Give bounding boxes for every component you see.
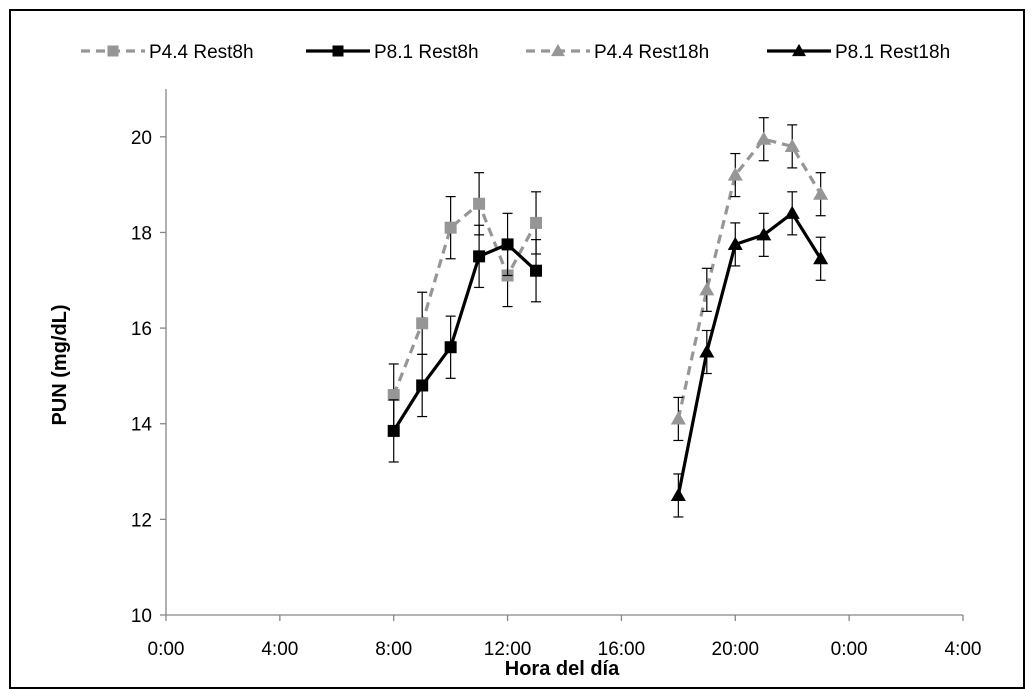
series-line (392, 202, 538, 396)
series-p4-4-rest18h (670, 117, 829, 442)
legend-item: P8.1 Rest18h (767, 42, 950, 63)
data-point (813, 251, 829, 265)
chart-frame (9, 9, 1025, 689)
series-p8-1-rest18h (670, 191, 829, 518)
legend-label: P8.1 Rest18h (835, 42, 950, 63)
data-point (727, 167, 743, 181)
data-point (473, 250, 486, 263)
data-point (727, 236, 743, 250)
series-layer (387, 117, 829, 518)
legend-item: P4.4 Rest8h (81, 42, 254, 63)
series-line (676, 211, 823, 496)
legend-label: P4.4 Rest8h (149, 42, 254, 63)
legend-label: P4.4 Rest18h (594, 42, 709, 63)
x-tick-label: 20:00 (712, 639, 760, 660)
data-point (444, 341, 457, 354)
legend-marker (792, 43, 806, 57)
legend-label: P8.1 Rest8h (374, 42, 479, 63)
y-tick-label: 18 (131, 223, 152, 244)
x-tick-label: 0:00 (148, 639, 185, 660)
data-point (501, 238, 514, 251)
data-point (444, 221, 457, 234)
data-point (813, 186, 829, 200)
data-point (387, 424, 400, 437)
x-axis-title: Hora del día (505, 658, 620, 679)
legend: P4.4 Rest8h P8.1 Rest8h P4.4 Rest18h P8.1 R… (81, 42, 950, 63)
data-point (670, 487, 686, 502)
legend-item: P4.4 Rest18h (526, 42, 709, 63)
data-point (473, 197, 486, 210)
data-point (699, 344, 715, 358)
x-tick-label: 12:00 (484, 639, 532, 660)
data-point (699, 282, 715, 296)
data-point (670, 411, 686, 425)
legend-marker (107, 45, 119, 57)
y-tick-label: 14 (131, 415, 153, 436)
series-line (676, 137, 823, 420)
series-p8-1-rest8h (387, 212, 543, 463)
x-tick-label: 16:00 (598, 639, 646, 660)
x-tick-label: 4:00 (945, 639, 982, 660)
legend-item: P8.1 Rest8h (306, 42, 479, 63)
x-tick-label: 8:00 (375, 639, 412, 660)
data-point (784, 138, 800, 152)
x-tick-label: 0:00 (831, 639, 868, 660)
data-point (756, 131, 772, 145)
legend-marker (551, 43, 565, 57)
y-tick-label: 12 (131, 510, 152, 531)
data-point (756, 227, 772, 241)
axes: 10 12 14 16 18 20 0:00 4:00 8:00 12:00 16:00 20:00 0… (131, 89, 982, 660)
y-tick-label: 16 (131, 319, 152, 340)
y-tick-label: 20 (131, 128, 152, 149)
data-point (416, 379, 429, 392)
data-point (530, 264, 543, 277)
series-p4-4-rest8h (387, 172, 543, 427)
y-tick-label: 10 (131, 606, 152, 627)
data-point (784, 205, 800, 219)
y-axis-title: PUN (mg/dL) (49, 304, 71, 425)
data-point (387, 389, 400, 402)
x-tick-label: 4:00 (261, 639, 298, 660)
data-point (416, 317, 429, 330)
data-point (530, 216, 543, 229)
legend-marker (332, 45, 344, 57)
